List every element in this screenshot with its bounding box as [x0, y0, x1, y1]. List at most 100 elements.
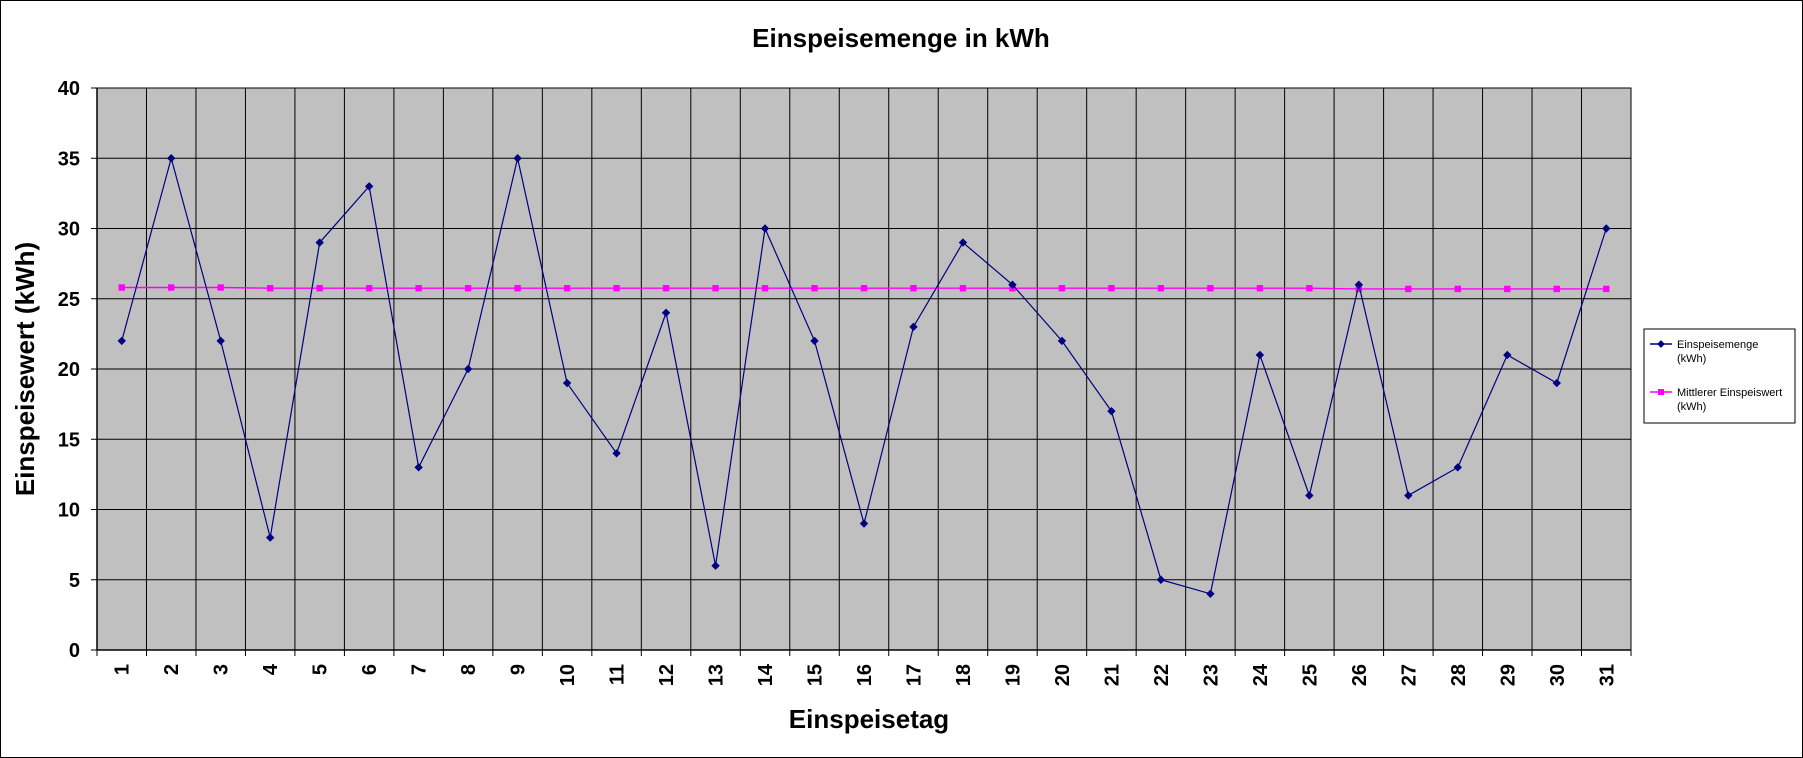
x-tick-label: 7 [409, 664, 431, 675]
data-point-einspeisemenge [364, 182, 374, 191]
x-tick-label: 31 [1596, 664, 1618, 686]
data-point-einspeisemenge [958, 238, 968, 247]
y-axis-title: Einspeisewert (kWh) [10, 242, 40, 496]
x-tick-label: 23 [1200, 664, 1222, 686]
x-tick-label: 16 [854, 664, 876, 686]
data-point-mittelwert [168, 284, 175, 291]
legend-swatch-marker [1658, 389, 1664, 395]
x-tick-label: 22 [1151, 664, 1173, 686]
x-tick-label: 28 [1448, 664, 1470, 686]
y-tick-label: 10 [58, 500, 80, 522]
x-tick-label: 19 [1002, 664, 1024, 686]
legend-label: Einspeisemenge [1677, 339, 1758, 351]
data-point-mittelwert [712, 285, 719, 292]
x-tick-label: 9 [508, 664, 530, 675]
data-point-mittelwert [563, 285, 571, 292]
legend-label: (kWh) [1677, 353, 1706, 365]
data-point-mittelwert [217, 284, 224, 291]
x-tick-label: 11 [607, 664, 629, 685]
data-point-einspeisemenge [1404, 491, 1413, 500]
x-tick-label: 5 [310, 664, 332, 675]
data-point-mittelwert [811, 285, 818, 292]
y-tick-label: 25 [58, 289, 80, 311]
y-tick-label: 20 [58, 359, 80, 381]
x-tick-label: 14 [755, 663, 777, 686]
data-point-mittelwert [365, 285, 373, 292]
data-point-einspeisemenge [1602, 224, 1611, 233]
data-series [117, 154, 1611, 599]
data-point-mittelwert [1553, 285, 1560, 293]
y-tick-label: 40 [58, 78, 80, 100]
data-point-einspeisemenge [1552, 378, 1561, 388]
data-point-mittelwert [118, 284, 125, 291]
data-point-einspeisemenge [117, 336, 126, 346]
legend-label: (kWh) [1677, 401, 1706, 413]
data-point-mittelwert [761, 285, 769, 292]
data-point-einspeisemenge [909, 322, 918, 332]
data-point-einspeisemenge [216, 336, 225, 346]
y-tick-label: 30 [58, 219, 80, 241]
data-point-mittelwert [1454, 285, 1462, 293]
data-point-mittelwert [1306, 285, 1313, 292]
x-tick-label: 13 [706, 664, 728, 686]
data-point-mittelwert [1504, 285, 1511, 293]
data-point-einspeisemenge [1305, 491, 1314, 500]
data-point-einspeisemenge [562, 378, 572, 388]
data-point-einspeisemenge [1354, 280, 1364, 289]
data-point-einspeisemenge [661, 308, 671, 318]
x-tick-label: 21 [1101, 664, 1123, 686]
data-point-einspeisemenge [859, 519, 869, 528]
data-point-mittelwert [316, 285, 323, 292]
legend-label: Mittlerer Einspeiswert [1677, 387, 1782, 399]
data-point-mittelwert [860, 285, 868, 292]
x-tick-label: 8 [458, 664, 480, 675]
data-point-mittelwert [613, 285, 620, 292]
x-tick-label: 3 [211, 664, 233, 675]
grid-lines [97, 87, 1631, 650]
data-point-einspeisemenge [1057, 336, 1067, 346]
data-point-mittelwert [514, 285, 521, 292]
data-point-mittelwert [1603, 285, 1610, 293]
legend: Einspeisemenge (kWh) Mittlerer Einspeiswer… [1643, 328, 1796, 424]
x-tick-label: 1 [112, 664, 134, 675]
data-point-mittelwert [1405, 285, 1412, 293]
x-tick-label: 29 [1497, 664, 1519, 686]
data-point-einspeisemenge [513, 154, 522, 163]
x-tick-label: 30 [1547, 664, 1569, 686]
x-tick-label: 10 [557, 664, 579, 686]
data-point-einspeisemenge [810, 336, 819, 346]
data-point-einspeisemenge [167, 154, 176, 163]
y-tick-label: 35 [58, 148, 80, 170]
x-tick-label: 27 [1398, 664, 1420, 686]
data-point-einspeisemenge [1107, 406, 1116, 416]
x-tick-label: 20 [1052, 664, 1074, 686]
data-point-einspeisemenge [1156, 575, 1166, 584]
x-tick-label: 12 [656, 664, 678, 686]
y-tick-label: 15 [58, 429, 80, 451]
legend-swatch-marker [1657, 340, 1665, 348]
x-tick-label: 6 [359, 664, 381, 675]
data-point-einspeisemenge [1206, 589, 1215, 599]
x-tick-label: 26 [1349, 664, 1371, 686]
data-point-mittelwert [959, 285, 967, 292]
x-tick-label: 24 [1250, 663, 1272, 686]
chart-title: Einspeisemenge in kWh [752, 23, 1050, 53]
x-tick-label: 18 [953, 664, 975, 686]
y-tick-label: 5 [69, 570, 80, 592]
data-point-einspeisemenge [1008, 280, 1017, 289]
data-point-mittelwert [1207, 285, 1214, 292]
data-point-mittelwert [910, 285, 917, 292]
data-point-einspeisemenge [414, 463, 423, 472]
data-point-einspeisemenge [1503, 350, 1512, 360]
x-tick-label: 25 [1299, 664, 1321, 686]
x-tick-label: 2 [161, 664, 183, 675]
data-point-einspeisemenge [315, 238, 324, 247]
x-tick-label: 4 [260, 663, 282, 675]
data-point-mittelwert [464, 285, 472, 292]
y-tick-label: 0 [69, 640, 80, 662]
data-point-mittelwert [1108, 285, 1115, 292]
x-tick-label: 15 [805, 664, 827, 686]
data-point-einspeisemenge [612, 449, 621, 458]
